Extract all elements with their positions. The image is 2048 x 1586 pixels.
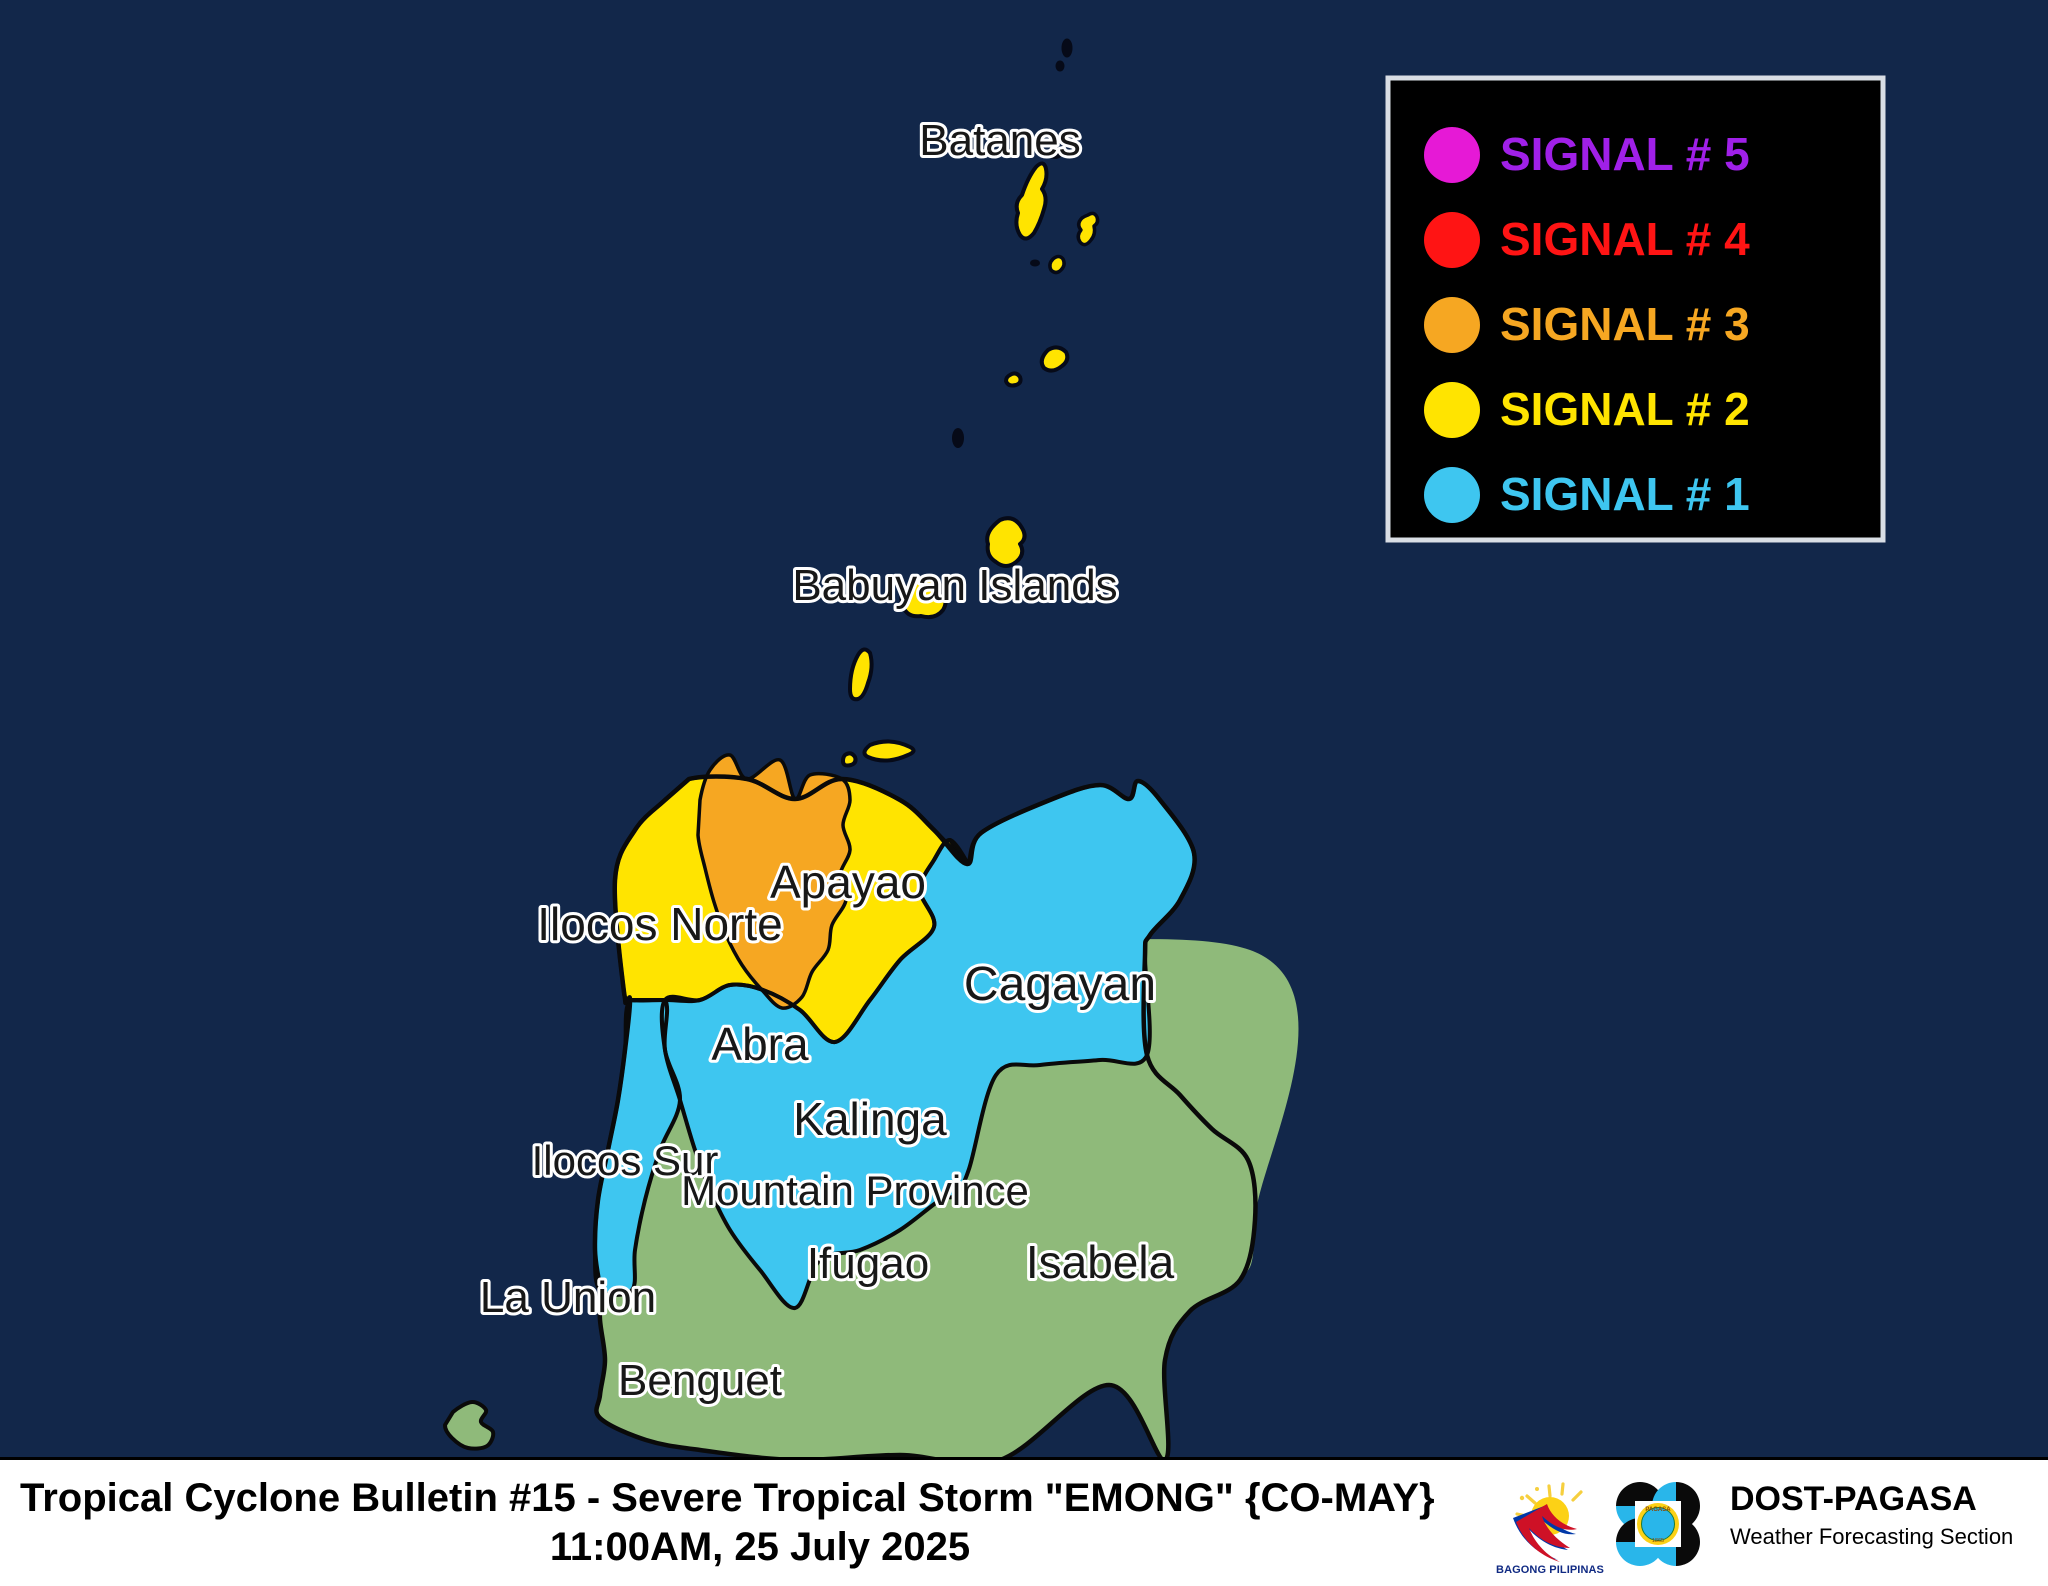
svg-text:Mountain Province: Mountain Province: [681, 1167, 1029, 1214]
svg-text:Benguet: Benguet: [618, 1356, 782, 1405]
svg-text:Abra: Abra: [711, 1018, 809, 1070]
svg-text:SIGNAL # 2: SIGNAL # 2: [1500, 383, 1750, 435]
svg-text:Ilocos Norte: Ilocos Norte: [537, 898, 782, 950]
svg-text:SIGNAL # 4: SIGNAL # 4: [1500, 213, 1750, 265]
svg-text:SIGNAL # 5: SIGNAL # 5: [1500, 128, 1750, 180]
svg-text:Isabela: Isabela: [1026, 1236, 1175, 1288]
svg-text:La Union: La Union: [480, 1273, 656, 1322]
svg-text:Ifugao: Ifugao: [807, 1239, 929, 1288]
svg-text:SIGNAL # 1: SIGNAL # 1: [1500, 468, 1750, 520]
svg-text:Batanes: Batanes: [919, 116, 1080, 165]
svg-text:Babuyan Islands: Babuyan Islands: [792, 561, 1117, 610]
svg-text:PAGASA: PAGASA: [1645, 1507, 1671, 1513]
svg-text:Kalinga: Kalinga: [793, 1093, 947, 1145]
svg-text:Apayao: Apayao: [770, 856, 926, 908]
svg-text:SIGNAL # 3: SIGNAL # 3: [1500, 298, 1750, 350]
svg-text:BAGONG PILIPINAS: BAGONG PILIPINAS: [1496, 1564, 1604, 1576]
svg-text:1865: 1865: [1652, 1538, 1664, 1544]
svg-text:Cagayan: Cagayan: [964, 958, 1156, 1011]
